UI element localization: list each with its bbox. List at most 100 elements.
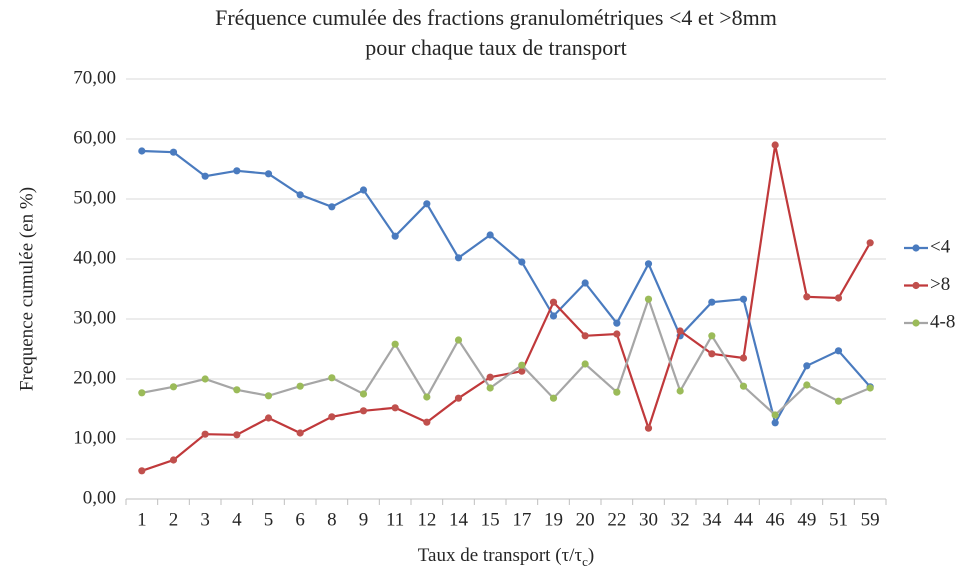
point — [486, 373, 494, 381]
x-tick-label: 6 — [295, 509, 305, 530]
x-axis-label: Taux de transport (τ/τc) — [418, 545, 594, 569]
point — [328, 413, 336, 421]
legend-marker — [912, 281, 920, 290]
point — [296, 382, 304, 390]
point — [866, 239, 874, 247]
point — [486, 384, 494, 392]
point — [201, 172, 209, 180]
x-tick-label: 4 — [232, 509, 242, 530]
point — [454, 394, 463, 402]
point — [359, 390, 368, 398]
point — [138, 147, 146, 155]
point — [676, 387, 684, 395]
point — [549, 312, 558, 320]
x-tick-label: 59 — [861, 509, 880, 530]
point — [201, 375, 209, 383]
x-tick-label: 17 — [512, 509, 531, 530]
x-tick-label: 34 — [702, 509, 722, 530]
x-tick-label: 51 — [829, 509, 848, 530]
series-line — [141, 149, 871, 426]
series-line — [141, 144, 872, 472]
point — [359, 407, 368, 415]
point — [138, 467, 146, 475]
point — [549, 394, 558, 402]
point — [644, 295, 653, 303]
x-tick-label: 9 — [359, 509, 369, 530]
x-tick-label: 2 — [169, 509, 179, 530]
x-tick-label: 1 — [137, 509, 147, 530]
point — [391, 340, 399, 348]
chart-title: Fréquence cumulée des fractions granulom… — [215, 5, 777, 30]
point — [613, 330, 621, 338]
point — [644, 424, 653, 432]
x-tick-label: 46 — [766, 509, 785, 530]
point — [771, 419, 779, 427]
point — [264, 414, 273, 422]
point — [739, 354, 748, 362]
point — [138, 389, 146, 397]
x-tick-label: 15 — [481, 509, 500, 530]
x-tick-label: 30 — [639, 509, 658, 530]
point — [518, 361, 526, 369]
point — [391, 404, 399, 412]
point — [454, 254, 463, 262]
x-tick-label: 14 — [449, 509, 469, 530]
y-tick-label: 10,00 — [73, 427, 116, 448]
point — [708, 332, 716, 340]
y-tick-label: 30,00 — [73, 307, 116, 328]
point — [834, 397, 843, 405]
x-tick-label: 8 — [327, 509, 337, 530]
x-tick-label: 44 — [734, 509, 754, 530]
y-axis-label: Frequence cumulée (en %) — [16, 187, 37, 391]
point — [803, 381, 811, 389]
point — [423, 418, 431, 426]
point — [264, 392, 273, 400]
legend-marker — [912, 244, 920, 252]
x-tick-label: 5 — [264, 509, 274, 530]
x-tick-label: 49 — [797, 509, 816, 530]
point — [613, 319, 621, 327]
x-tick-label: 12 — [417, 509, 436, 530]
y-tick-label: 70,00 — [73, 67, 116, 88]
point — [233, 386, 241, 394]
point — [708, 298, 716, 306]
x-tick-label: 20 — [576, 509, 595, 530]
point — [391, 232, 399, 240]
point — [201, 430, 209, 438]
point — [233, 167, 241, 175]
point — [676, 327, 684, 335]
legend-marker — [912, 319, 920, 327]
point — [518, 367, 526, 375]
point — [771, 411, 779, 419]
point — [739, 382, 748, 390]
x-tick-label: 3 — [200, 509, 210, 530]
point — [549, 298, 558, 306]
point — [644, 260, 653, 268]
point — [169, 148, 178, 156]
legend-label: 4-8 — [930, 311, 955, 332]
y-tick-label: 50,00 — [73, 187, 116, 208]
point — [613, 388, 621, 396]
point — [328, 374, 336, 382]
point — [803, 293, 811, 301]
chart-title: pour chaque taux de transport — [365, 35, 626, 60]
point — [803, 362, 811, 370]
point — [739, 295, 748, 303]
point — [169, 456, 178, 464]
point — [581, 332, 589, 340]
point — [296, 429, 304, 437]
point — [454, 336, 463, 344]
point — [296, 191, 304, 199]
legend-label: >8 — [930, 274, 950, 295]
point — [264, 170, 273, 178]
point — [423, 393, 431, 401]
x-tick-label: 32 — [671, 509, 690, 530]
legend-label: <4 — [930, 236, 951, 257]
x-tick-label: 11 — [386, 509, 404, 530]
point — [486, 231, 494, 239]
point — [169, 383, 178, 391]
point — [328, 203, 336, 211]
y-tick-label: 60,00 — [73, 127, 116, 148]
point — [771, 141, 779, 149]
y-tick-label: 0,00 — [83, 487, 116, 508]
